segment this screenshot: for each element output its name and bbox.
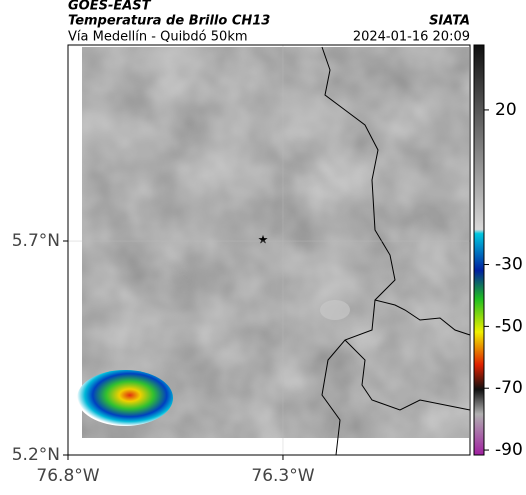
title: GOES-EAST <box>68 0 152 14</box>
colorbar-tick-label: 20 <box>495 100 517 120</box>
svg-text:★: ★ <box>258 233 269 247</box>
y-tick-label: 5.2°N <box>12 445 60 465</box>
colorbar-tick-label: -50 <box>495 316 523 336</box>
colorbar-tick-label: -70 <box>495 378 523 398</box>
colorbar <box>473 44 485 456</box>
colorbar-tick-label: -90 <box>495 440 523 460</box>
map-image: ★ <box>68 45 471 456</box>
source: SIATA <box>429 14 470 29</box>
map-frame <box>67 44 471 456</box>
x-tick-label: 76.3°W <box>251 466 314 486</box>
x-tick-label: 76.8°W <box>36 466 99 486</box>
y-tick-label: 5.7°N <box>12 231 60 251</box>
timestamp: 2024-01-16 20:09 <box>353 30 470 45</box>
colorbar-tick-label: -30 <box>495 255 523 275</box>
subtitle: Temperatura de Brillo CH13 <box>68 14 270 29</box>
route: Vía Medellín - Quibdó 50km <box>68 30 248 45</box>
